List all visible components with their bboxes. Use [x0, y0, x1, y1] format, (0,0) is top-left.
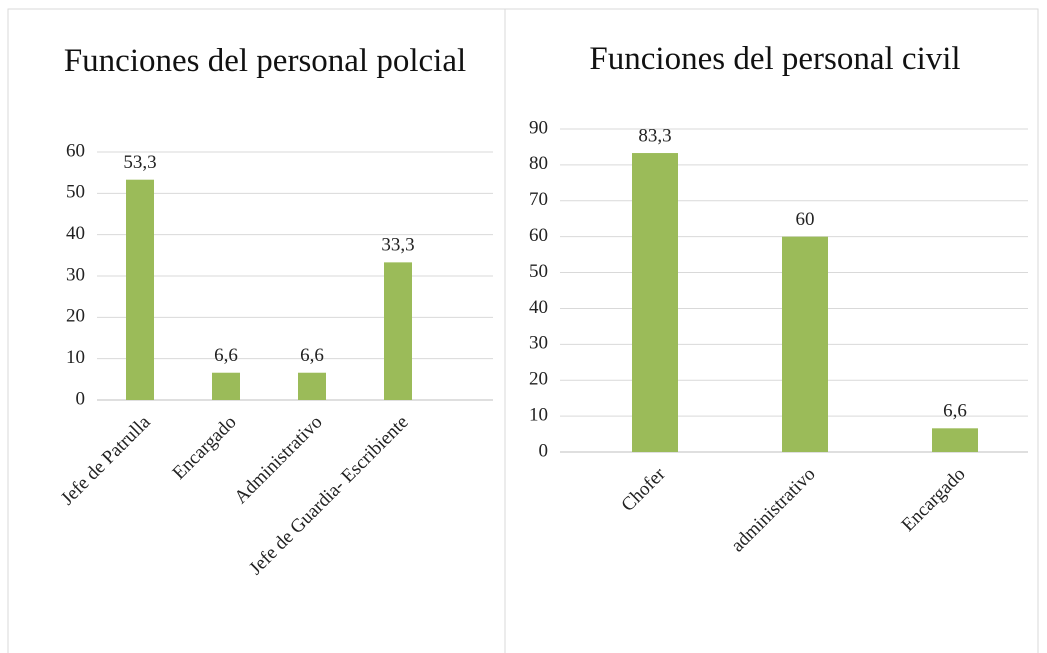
data-label: 60 [796, 209, 815, 230]
y-tick-label: 60 [529, 225, 548, 246]
data-label: 6,6 [943, 401, 967, 422]
bar [384, 262, 412, 400]
bar [126, 179, 154, 400]
y-tick-label: 90 [529, 117, 548, 138]
y-tick-label: 20 [529, 369, 548, 390]
x-tick-label: Jefe de Guardia- Escribiente [245, 412, 412, 579]
x-tick-label: Encargado [898, 464, 970, 536]
y-tick-label: 0 [539, 440, 549, 461]
chart-title: Funciones del personal polcial [63, 43, 467, 79]
bar [932, 428, 978, 452]
bar [632, 153, 678, 452]
x-tick-label: Jefe de Patrulla [57, 411, 155, 509]
data-label: 53,3 [123, 152, 156, 173]
bar [212, 372, 240, 400]
bar [298, 372, 326, 400]
y-tick-label: 40 [529, 297, 548, 318]
y-tick-label: 50 [66, 182, 85, 203]
y-tick-label: 60 [66, 140, 85, 161]
y-tick-label: 40 [66, 223, 85, 244]
y-tick-label: 30 [66, 264, 85, 285]
data-label: 83,3 [638, 125, 671, 146]
x-tick-label: administrativo [727, 464, 819, 556]
y-tick-label: 80 [529, 153, 548, 174]
y-tick-label: 70 [529, 189, 548, 210]
frame [7, 8, 1039, 653]
x-tick-label: Encargado [169, 412, 241, 484]
chart-title: Funciones del personal civil [589, 41, 961, 77]
data-label: 33,3 [381, 235, 414, 256]
y-tick-label: 10 [529, 404, 548, 425]
x-tick-label: Chofer [617, 463, 670, 516]
y-tick-label: 20 [66, 306, 85, 327]
bar [782, 236, 828, 452]
data-label: 6,6 [300, 345, 324, 366]
data-label: 6,6 [214, 345, 238, 366]
x-tick-label: Administrativo [230, 412, 326, 508]
y-tick-label: 30 [529, 333, 548, 354]
y-tick-label: 10 [66, 347, 85, 368]
y-tick-label: 50 [529, 261, 548, 282]
y-tick-label: 0 [76, 388, 86, 409]
